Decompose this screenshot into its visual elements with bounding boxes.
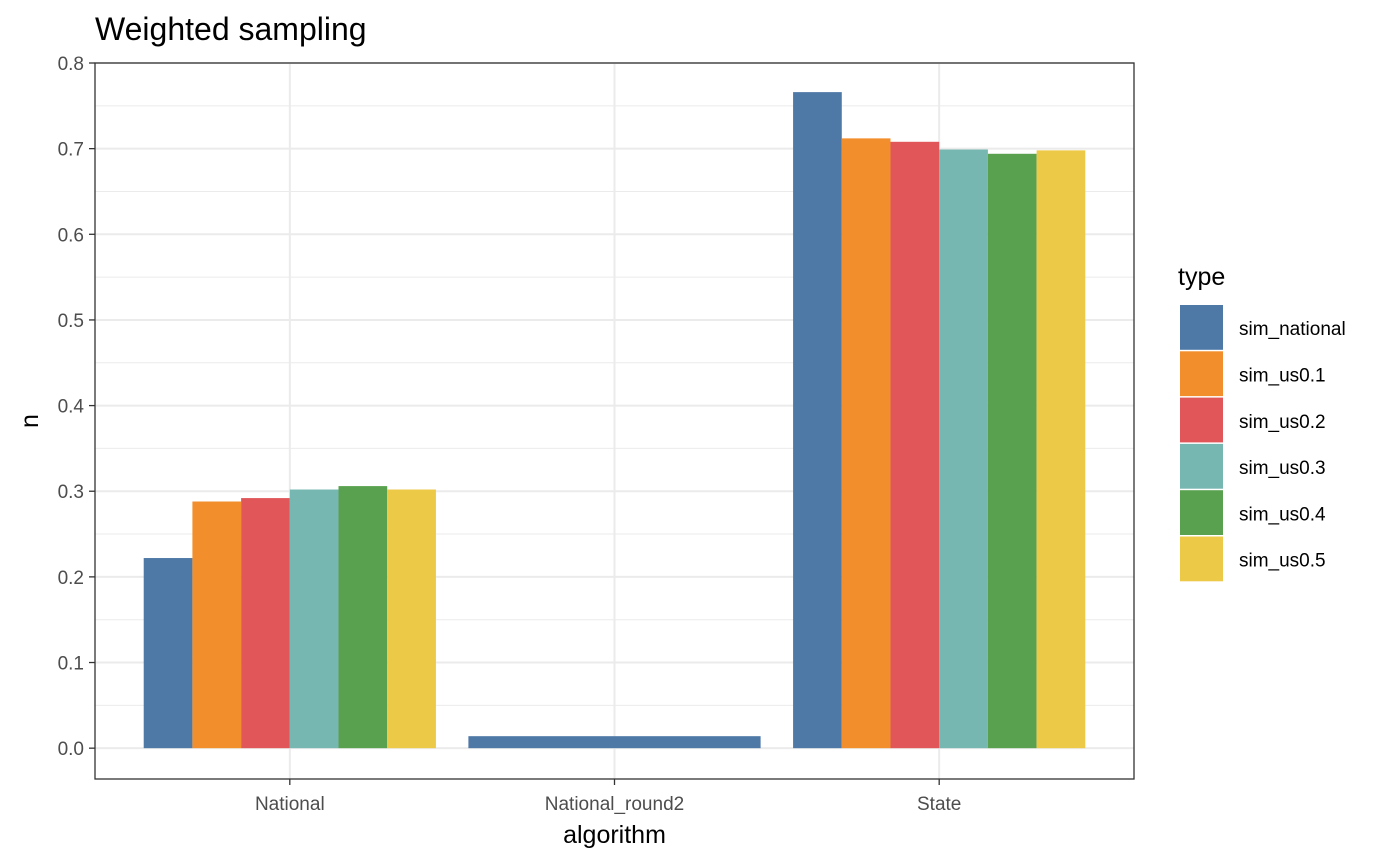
x-tick-label: National_round2: [545, 794, 684, 815]
legend-key: [1180, 536, 1223, 582]
legend-key: [1180, 351, 1223, 397]
y-tick-label: 0.4: [58, 397, 85, 418]
legend-label: sim_us0.3: [1239, 458, 1326, 479]
bar: [192, 501, 242, 749]
x-tick-label: State: [917, 794, 961, 815]
legend-label: sim_us0.4: [1239, 504, 1326, 525]
bar: [841, 138, 891, 749]
y-tick-label: 0.3: [58, 482, 84, 503]
bar: [793, 92, 842, 749]
y-tick-label: 0.2: [58, 568, 84, 589]
bar: [338, 486, 388, 749]
bar: [387, 489, 436, 749]
y-tick-label: 0.0: [58, 739, 84, 760]
legend-key: [1180, 397, 1223, 443]
y-tick-label: 0.6: [58, 225, 84, 246]
bar: [890, 141, 940, 749]
bar: [289, 489, 339, 749]
y-axis-title: n: [16, 414, 44, 428]
bar: [143, 558, 193, 749]
bar: [987, 153, 1037, 749]
legend-label: sim_us0.5: [1239, 551, 1326, 572]
legend-label: sim_national: [1239, 319, 1346, 340]
legend: type sim_national sim_us0.1 sim_us0.2 sim_u…: [1178, 263, 1346, 582]
bar: [1036, 150, 1086, 749]
legend-label: sim_us0.1: [1239, 365, 1326, 386]
bar: [241, 498, 290, 749]
legend-label: sim_us0.2: [1239, 412, 1326, 433]
x-axis-title: algorithm: [563, 821, 666, 849]
y-axis: 0.0 0.1 0.2 0.3 0.4 0.5 0.6 0.7 0.8: [58, 54, 95, 760]
legend-key: [1180, 443, 1223, 489]
y-tick-label: 0.8: [58, 54, 84, 75]
y-tick-label: 0.7: [58, 140, 84, 161]
bars: [143, 92, 1086, 749]
x-tick-label: National: [255, 794, 325, 815]
legend-title: type: [1178, 263, 1225, 291]
chart-title: Weighted sampling: [95, 11, 367, 47]
x-axis: National National_round2 State: [255, 779, 961, 815]
y-tick-label: 0.1: [58, 654, 84, 675]
legend-key: [1180, 490, 1223, 535]
bar: [939, 149, 988, 749]
bar: [468, 736, 761, 749]
legend-key: [1180, 305, 1223, 350]
y-tick-label: 0.5: [58, 311, 84, 332]
